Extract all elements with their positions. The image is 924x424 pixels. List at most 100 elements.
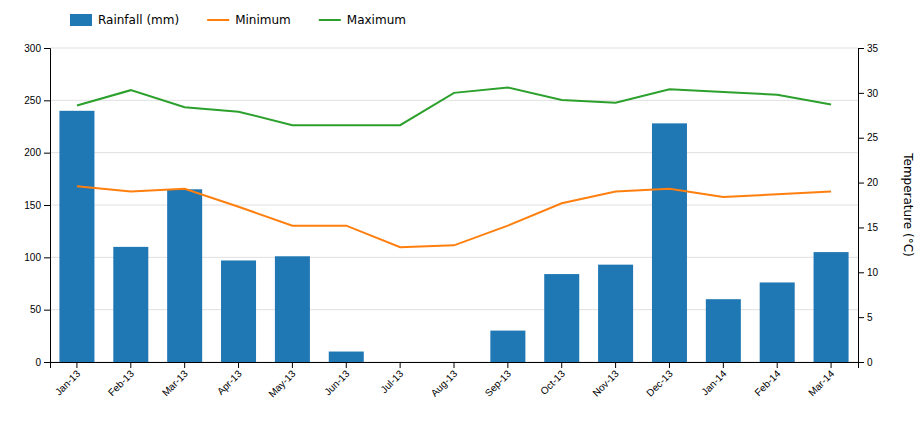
legend-label: Maximum bbox=[347, 13, 406, 27]
tick-label: 250 bbox=[24, 95, 41, 106]
tick-mark bbox=[507, 362, 508, 368]
tick: Oct-13 bbox=[538, 362, 567, 397]
tick: 30 bbox=[858, 88, 879, 99]
tick: Jan-14 bbox=[699, 362, 729, 397]
tick-label: 35 bbox=[867, 43, 879, 54]
legend-swatch bbox=[70, 14, 92, 26]
axis-title: Temperature (°C) bbox=[901, 152, 915, 257]
tick-mark bbox=[44, 257, 50, 258]
tick: 15 bbox=[858, 222, 879, 233]
tick-label: 0 bbox=[35, 357, 41, 368]
tick-mark bbox=[858, 272, 864, 273]
tick-label: Jan-14 bbox=[699, 368, 729, 398]
tick-mark bbox=[454, 362, 455, 368]
tick-mark bbox=[238, 362, 239, 368]
bar bbox=[652, 123, 687, 362]
tick: 100 bbox=[24, 252, 50, 263]
tick: Feb-14 bbox=[752, 362, 782, 398]
tick-label: 200 bbox=[24, 147, 41, 158]
legend-item: Minimum bbox=[207, 13, 291, 27]
tick-mark bbox=[777, 362, 778, 368]
tick-label: Dec-13 bbox=[644, 368, 675, 399]
tick-label: Feb-13 bbox=[106, 368, 136, 398]
tick-label: Jul-13 bbox=[378, 368, 405, 395]
tick-label: Jun-13 bbox=[322, 368, 352, 398]
tick-mark bbox=[44, 362, 50, 363]
y-axis: 050100150200250300 bbox=[24, 43, 50, 368]
bar bbox=[383, 362, 418, 363]
tick-label: May-13 bbox=[266, 368, 298, 400]
tick-mark bbox=[723, 362, 724, 368]
tick: 200 bbox=[24, 147, 50, 158]
tick-label: Jan-13 bbox=[53, 368, 83, 398]
tick-label: 5 bbox=[867, 312, 873, 323]
tick-mark bbox=[858, 183, 864, 184]
tick-mark bbox=[44, 153, 50, 154]
legend-swatch bbox=[207, 19, 229, 21]
tick-label: 20 bbox=[867, 177, 879, 188]
tick: 250 bbox=[24, 95, 50, 106]
legend: Rainfall (mm) Minimum Maximum bbox=[70, 13, 406, 27]
grid bbox=[50, 48, 858, 362]
tick-label: 15 bbox=[867, 222, 879, 233]
tick: Jan-13 bbox=[53, 362, 83, 397]
tick: Nov-13 bbox=[590, 362, 621, 399]
tick-label: 100 bbox=[24, 252, 41, 263]
tick-mark bbox=[831, 362, 832, 368]
tick: Apr-13 bbox=[215, 362, 244, 397]
legend-item: Rainfall (mm) bbox=[70, 13, 179, 27]
tick-label: 30 bbox=[867, 88, 879, 99]
y2-axis: 0 5 10 15 20 25 30 35 bbox=[858, 43, 879, 368]
bar bbox=[706, 299, 741, 362]
bar bbox=[329, 352, 364, 362]
tick-label: 300 bbox=[24, 43, 41, 54]
line bbox=[77, 87, 831, 125]
tick-mark bbox=[346, 362, 347, 368]
tick: Feb-13 bbox=[106, 362, 136, 398]
tick-mark bbox=[184, 362, 185, 368]
tick-label: Oct-13 bbox=[538, 368, 567, 397]
tick: 0 bbox=[35, 357, 50, 368]
bar-series bbox=[59, 111, 848, 362]
legend-label: Rainfall (mm) bbox=[98, 13, 179, 27]
tick: 25 bbox=[858, 132, 879, 143]
line bbox=[77, 186, 831, 247]
tick: May-13 bbox=[266, 362, 298, 399]
tick: 20 bbox=[858, 177, 879, 188]
bar bbox=[544, 274, 579, 362]
tick: 50 bbox=[30, 304, 50, 315]
grid-line bbox=[50, 48, 858, 49]
tick-label: Mar-14 bbox=[806, 368, 836, 398]
bar bbox=[598, 265, 633, 362]
bar bbox=[59, 111, 94, 362]
tick-label: Aug-13 bbox=[429, 368, 460, 399]
tick-mark bbox=[858, 317, 864, 318]
axis-line bbox=[859, 49, 865, 363]
tick-label: 25 bbox=[867, 132, 879, 143]
tick-mark bbox=[858, 227, 864, 228]
bar bbox=[221, 260, 256, 362]
plot-area: Jan-13Feb-13Mar-13Apr-13May-13Jun-13Jul-… bbox=[24, 43, 915, 400]
bar bbox=[167, 189, 202, 362]
tick: Mar-14 bbox=[806, 362, 836, 398]
tick-mark bbox=[669, 362, 670, 368]
tick-mark bbox=[400, 362, 401, 368]
tick-mark bbox=[858, 48, 864, 49]
tick-label: 0 bbox=[867, 357, 873, 368]
tick-mark bbox=[44, 48, 50, 49]
tick-mark bbox=[130, 362, 131, 368]
tick-mark bbox=[858, 138, 864, 139]
tick: Dec-13 bbox=[644, 362, 675, 399]
tick: Aug-13 bbox=[429, 362, 460, 399]
tick-mark bbox=[615, 362, 616, 368]
tick: Sep-13 bbox=[483, 362, 514, 399]
tick: 10 bbox=[858, 267, 879, 278]
tick-mark bbox=[561, 362, 562, 368]
tick-label: 10 bbox=[867, 267, 879, 278]
tick: 35 bbox=[858, 43, 879, 54]
tick: 300 bbox=[24, 43, 50, 54]
chart: Jan-13Feb-13Mar-13Apr-13May-13Jun-13Jul-… bbox=[0, 0, 924, 424]
tick-label: Apr-13 bbox=[215, 368, 244, 397]
tick-label: Feb-14 bbox=[752, 368, 782, 398]
axis-line bbox=[44, 49, 51, 363]
